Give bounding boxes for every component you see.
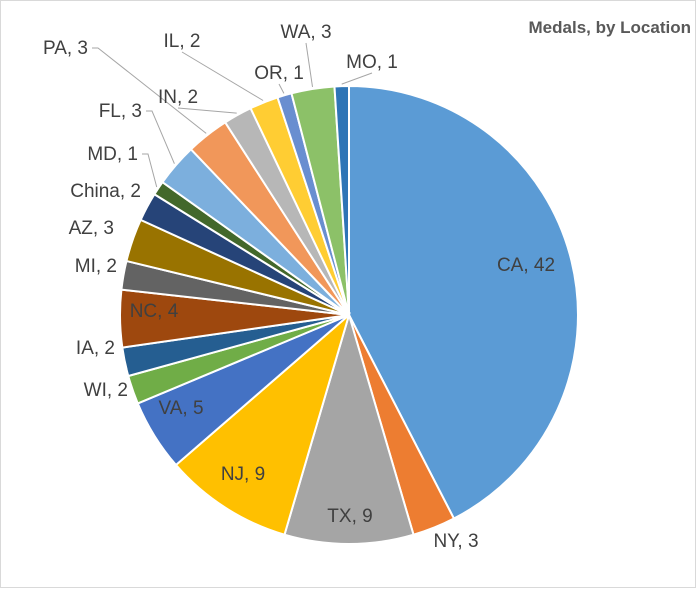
label-il: IL, 2 <box>164 31 201 52</box>
label-tx: TX, 9 <box>327 506 372 527</box>
slices-group <box>119 84 579 545</box>
label-ca: CA, 42 <box>497 255 555 276</box>
label-in: IN, 2 <box>158 87 198 108</box>
label-pa: PA, 3 <box>43 38 88 59</box>
label-fl: FL, 3 <box>99 101 142 122</box>
label-nc: NC, 4 <box>130 301 179 322</box>
leader-line-or <box>278 83 285 94</box>
label-wa: WA, 3 <box>280 22 331 43</box>
leader-line-il <box>181 51 264 101</box>
label-china: China, 2 <box>70 181 141 202</box>
label-wi: WI, 2 <box>84 380 128 401</box>
label-va: VA, 5 <box>158 398 203 419</box>
slice-tx <box>283 311 415 545</box>
slice-ca <box>348 84 579 520</box>
leader-line-mo <box>341 72 373 85</box>
chart-title: Medals, by Location <box>529 18 691 37</box>
label-mo: MO, 1 <box>346 52 398 73</box>
label-az: AZ, 3 <box>69 218 114 239</box>
leader-line-pa <box>92 47 207 134</box>
leader-line-fl <box>146 110 175 164</box>
leader-lines-group <box>92 42 373 188</box>
slice-mo <box>333 84 350 316</box>
label-mi: MI, 2 <box>75 256 117 277</box>
labels-group: CA, 42 NY, 3 TX, 9 NJ, 9 VA, 5 WI, 2 IA, 2 NC, … <box>43 22 555 552</box>
label-or: OR, 1 <box>254 63 304 84</box>
slice-nj <box>174 312 351 536</box>
label-md: MD, 1 <box>87 144 138 165</box>
leader-line-md <box>142 153 158 188</box>
label-ia: IA, 2 <box>76 338 115 359</box>
leader-line-wa <box>305 42 313 87</box>
label-ny: NY, 3 <box>433 531 478 552</box>
leader-line-in <box>177 107 237 114</box>
label-nj: NJ, 9 <box>221 464 265 485</box>
